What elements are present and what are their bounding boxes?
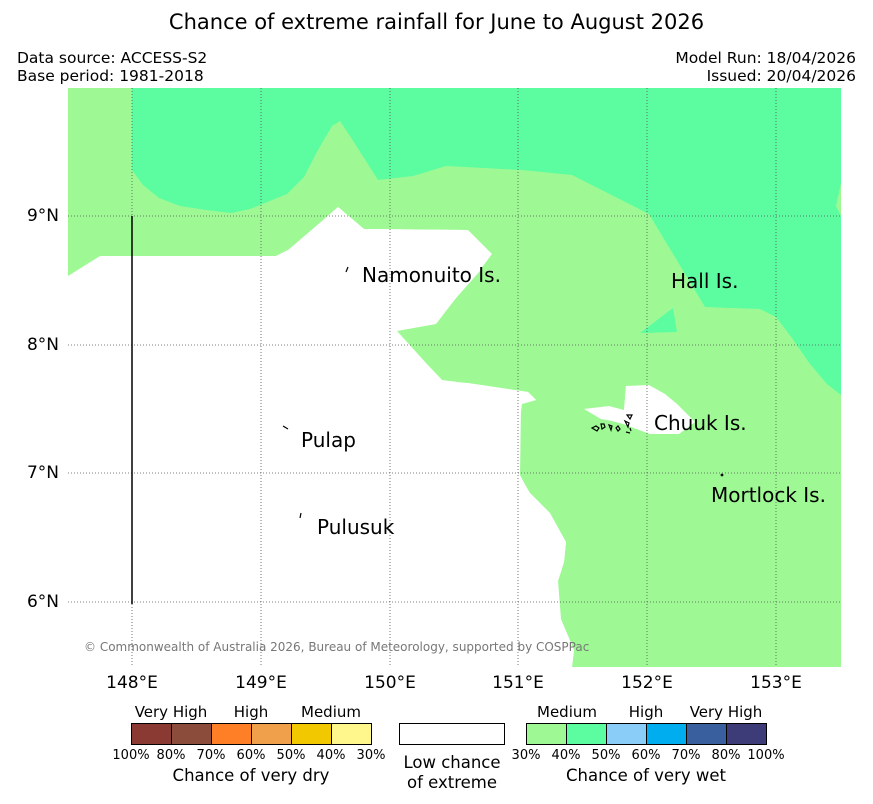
lon-label-150: 150°E	[364, 673, 416, 693]
wet-40-50-patch	[640, 308, 677, 333]
namonuito-mark	[345, 266, 349, 273]
dry-pct-30: 30%	[356, 748, 386, 763]
dry-swatch-60-50	[251, 723, 292, 745]
dry-pct-40: 40%	[316, 748, 346, 763]
dry-swatch-70-60	[211, 723, 252, 745]
wet-cat-medium: Medium	[537, 703, 597, 721]
dry-cat-high: High	[233, 703, 269, 721]
lon-label-149: 149°E	[235, 673, 287, 693]
place-pulusuk: Pulusuk	[317, 515, 395, 539]
wet-pct-100: 100%	[747, 748, 785, 763]
map-title: Chance of extreme rainfall for June to A…	[168, 10, 705, 34]
wet-swatch-60-70	[646, 723, 687, 745]
dry-pct-100: 100%	[112, 748, 150, 763]
data-source: Data source: ACCESS-S2	[17, 49, 208, 67]
dry-swatch-50-40	[291, 723, 332, 745]
pulap-mark	[282, 425, 289, 430]
wet-pct-60: 60%	[631, 748, 661, 763]
low-chance-core	[80, 207, 574, 667]
lon-label-151: 151°E	[492, 673, 544, 693]
dry-pct-70: 70%	[196, 748, 226, 763]
wet-swatch-30-40	[526, 723, 567, 745]
wet-caption: Chance of very wet	[566, 766, 726, 785]
pulusuk-mark	[299, 512, 302, 519]
wet-cat-very-high: Very High	[689, 703, 763, 721]
dry-pct-50: 50%	[276, 748, 306, 763]
dry-swatch-40-30	[331, 723, 372, 745]
lon-label-148: 148°E	[106, 673, 158, 693]
graticule	[68, 88, 841, 667]
metadata-left: Data source: ACCESS-S2 Base period: 1981…	[17, 49, 207, 85]
mortlock-mark	[720, 473, 724, 477]
place-namonuito: Namonuito Is.	[362, 263, 501, 287]
lat-label-7: 7°N	[26, 463, 59, 483]
lon-label-153: 153°E	[750, 673, 802, 693]
dry-swatch-100-80	[131, 723, 172, 745]
base-period: Base period: 1981-2018	[17, 67, 204, 85]
low-chance-chuuk	[588, 385, 695, 434]
lat-label-9: 9°N	[26, 206, 59, 226]
issued-date: Issued: 20/04/2026	[706, 67, 856, 85]
place-hall: Hall Is.	[671, 269, 739, 293]
dry-swatch-80-70	[171, 723, 212, 745]
wet-swatch-80-100	[726, 723, 767, 745]
wet-swatch-70-80	[686, 723, 727, 745]
lon-label-152: 152°E	[621, 673, 673, 693]
wet-pct-70: 70%	[671, 748, 701, 763]
metadata-right: Model Run: 18/04/2026 Issued: 20/04/2026	[675, 49, 856, 85]
low-chance-swatch	[399, 723, 505, 745]
dry-caption: Chance of very dry	[172, 766, 330, 785]
wet-pct-30: 30%	[511, 748, 541, 763]
low-caption-line1: Low chance	[403, 753, 501, 772]
wet-swatch-50-60	[606, 723, 647, 745]
wet-swatch-40-50	[566, 723, 607, 745]
lat-label-6: 6°N	[26, 592, 59, 612]
wet-pct-40: 40%	[551, 748, 581, 763]
place-pulap: Pulap	[301, 428, 356, 452]
rainfall-map	[68, 88, 841, 667]
wet-cat-high: High	[628, 703, 664, 721]
wet-pct-50: 50%	[591, 748, 621, 763]
wet-40-50-region	[132, 88, 841, 395]
chuuk-mark	[590, 414, 633, 434]
low-caption-line2: of extreme	[406, 773, 498, 792]
place-chuuk: Chuuk Is.	[654, 411, 747, 435]
dry-cat-very-high: Very High	[134, 703, 208, 721]
lat-label-8: 8°N	[26, 335, 59, 355]
dry-cat-medium: Medium	[301, 703, 361, 721]
dry-pct-80: 80%	[156, 748, 186, 763]
dry-pct-60: 60%	[236, 748, 266, 763]
copyright-notice: © Commonwealth of Australia 2026, Bureau…	[84, 640, 590, 654]
wet-pct-80: 80%	[711, 748, 741, 763]
place-mortlock: Mortlock Is.	[711, 483, 826, 507]
model-run: Model Run: 18/04/2026	[675, 49, 856, 67]
island-marks	[282, 266, 724, 519]
